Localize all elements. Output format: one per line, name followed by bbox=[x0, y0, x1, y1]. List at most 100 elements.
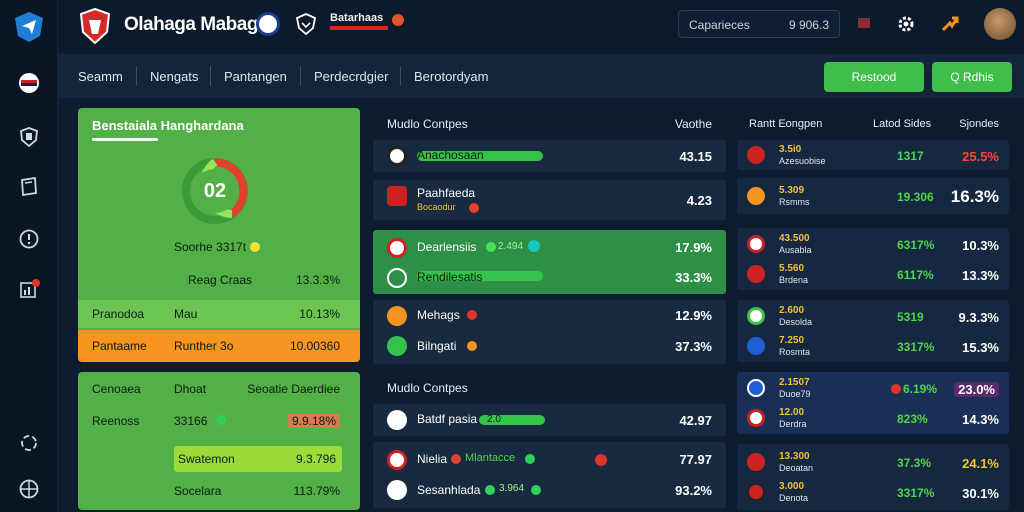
standings-panel: Rantt Eongpen Latod Sides Sjondes 3.5i0 … bbox=[737, 108, 1009, 512]
standings-row[interactable]: 2.600 Desolda 5319 9.3.3% bbox=[737, 302, 1009, 330]
match-value: 77.97 bbox=[679, 452, 712, 467]
panel-header: Rantt Eongpen Latod Sides Sjondes bbox=[737, 108, 1009, 138]
match-row[interactable]: Mehags 12.9% Bilngati 37.3% bbox=[373, 300, 726, 364]
table-row-highlight[interactable]: Swatemon 9.3.796 bbox=[174, 446, 342, 472]
status-dot-icon bbox=[469, 203, 479, 213]
network-icon[interactable] bbox=[14, 428, 44, 458]
nav-item-3[interactable]: Perdecrdgier bbox=[314, 69, 389, 84]
table-row[interactable]: Reenoss 33166 9.9.18% bbox=[78, 408, 360, 434]
stat-mid: Mau bbox=[174, 307, 198, 321]
table-row[interactable]: Socelara 113.79% bbox=[78, 478, 360, 504]
match-value: 33.3% bbox=[675, 270, 712, 285]
trending-arrow-icon[interactable] bbox=[936, 10, 964, 38]
match-row[interactable]: Paahfaeda Bocaodur 4.23 bbox=[373, 180, 726, 220]
row-secondary: Rosmta bbox=[779, 347, 811, 357]
status-dot-icon bbox=[467, 310, 477, 320]
match-value: 17.9% bbox=[675, 240, 712, 255]
header-row: Cenoaea Dhoat Seoatie Daerdiee bbox=[78, 376, 360, 402]
secondary-panel: Cenoaea Dhoat Seoatie Daerdiee Reenoss 3… bbox=[78, 372, 360, 510]
league-badge-icon[interactable] bbox=[14, 68, 44, 98]
row-secondary: Deoatan bbox=[779, 463, 814, 473]
status-dot-icon bbox=[216, 415, 226, 425]
shield-icon[interactable] bbox=[14, 122, 44, 152]
match-row[interactable]: Anachosaan 43.15 bbox=[373, 140, 726, 172]
avatar[interactable] bbox=[984, 8, 1016, 40]
match-row[interactable]: Batdf pasia 2.0 42.97 bbox=[373, 404, 726, 436]
standings-row[interactable]: 7.250 Rosmta 3317% 15.3% bbox=[737, 332, 1009, 360]
book-icon[interactable] bbox=[14, 172, 44, 202]
col-header: Dhoat bbox=[174, 382, 207, 396]
heart-shield-icon[interactable] bbox=[294, 12, 318, 36]
stats-notification-icon[interactable] bbox=[14, 274, 44, 304]
standings-block[interactable]: 43.500 Ausabla 6317% 10.3% 5.560 Brdena … bbox=[737, 228, 1009, 290]
standings-row[interactable]: 2.1507 Duoe79 6.19% 23.0% bbox=[737, 374, 1009, 402]
team-crest-icon bbox=[747, 379, 765, 397]
team-sub: Bocaodur bbox=[417, 202, 456, 212]
nav-item-1[interactable]: Nengats bbox=[150, 69, 199, 84]
gauge-value: 02 bbox=[203, 180, 227, 202]
stat-row[interactable]: Pranodoa Mau 10.13% bbox=[78, 300, 360, 328]
team-crest-icon bbox=[747, 265, 765, 283]
col-header: Vaothe bbox=[674, 117, 712, 131]
club-crest-icon[interactable] bbox=[79, 7, 111, 45]
match-value: 42.97 bbox=[679, 413, 712, 428]
standings-row[interactable]: 13.300 Deoatan 37.3% 24.1% bbox=[737, 448, 1009, 476]
nav-item-2[interactable]: Pantangen bbox=[224, 69, 287, 84]
standings-row[interactable]: 3.5i0 Azesuobise 1317 25.5% bbox=[737, 141, 1009, 169]
alert-circle-icon[interactable] bbox=[14, 224, 44, 254]
row-percent: 23.0% bbox=[954, 382, 999, 397]
standings-block-highlight[interactable]: 2.1507 Duoe79 6.19% 23.0% 12.00 Derdra 8… bbox=[737, 372, 1009, 434]
standings-block[interactable]: 3.5i0 Azesuobise 1317 25.5% bbox=[737, 140, 1009, 170]
match-tag: Mlantacce bbox=[465, 452, 516, 464]
stat-value: 13.3.3% bbox=[295, 273, 340, 287]
standings-block[interactable]: 13.300 Deoatan 37.3% 24.1% 3.000 Denota … bbox=[737, 444, 1009, 510]
standings-row[interactable]: 5.309 Rsmms 19.306 16.3% bbox=[737, 182, 1009, 210]
col-header: Sjondes bbox=[959, 118, 999, 130]
balance-field[interactable]: Caparieces 9 906.3 bbox=[678, 10, 840, 38]
row-secondary: Derdra bbox=[779, 419, 807, 429]
gear-icon[interactable] bbox=[892, 10, 920, 38]
stat-row-highlight[interactable]: Pantaame Runther 3o 10.00360 bbox=[78, 330, 360, 362]
flag-icon[interactable] bbox=[850, 10, 878, 38]
row-primary: 3.000 bbox=[779, 481, 805, 492]
row-primary: 5.309 bbox=[779, 185, 805, 196]
app-shield-logo-icon[interactable] bbox=[12, 10, 46, 44]
standings-row[interactable]: 5.560 Brdena 6117% 13.3% bbox=[737, 260, 1009, 288]
row-metric: 6.19% bbox=[903, 382, 938, 396]
progress-bar bbox=[417, 271, 543, 281]
team-crest-icon bbox=[387, 238, 407, 258]
row-percent: 15.3% bbox=[962, 340, 999, 355]
nav-item-4[interactable]: Berotordyam bbox=[414, 69, 489, 84]
nav-divider bbox=[136, 66, 137, 86]
sponsor-underline bbox=[330, 26, 388, 30]
stat-mid: Runther 3o bbox=[174, 339, 234, 353]
summary-panel: Benstaiala Hanghardana 02 Soorhe 3317t R… bbox=[78, 108, 360, 362]
standings-row[interactable]: 43.500 Ausabla 6317% 10.3% bbox=[737, 230, 1009, 258]
standings-row[interactable]: 3.000 Denota 3317% 30.1% bbox=[737, 478, 1009, 506]
match-value: 43.15 bbox=[679, 149, 712, 164]
primary-action-button[interactable]: Restood bbox=[824, 62, 924, 92]
team-crest-icon bbox=[747, 453, 765, 471]
standings-block[interactable]: 5.309 Rsmms 19.306 16.3% bbox=[737, 178, 1009, 214]
partner-badge-icon[interactable] bbox=[256, 12, 280, 36]
team-name: Mehags bbox=[417, 308, 460, 322]
nav-divider bbox=[400, 66, 401, 86]
team-crest-icon bbox=[387, 306, 407, 326]
standings-row[interactable]: 12.00 Derdra 823% 14.3% bbox=[737, 404, 1009, 432]
stat-value: 10.13% bbox=[299, 307, 340, 321]
team-crest-icon bbox=[387, 410, 407, 430]
search-button[interactable]: Q Rdhis bbox=[932, 62, 1012, 92]
match-row-highlight[interactable]: Dearlensiis 2.494 17.9% Rendilesatis 33.… bbox=[373, 230, 726, 294]
row-percent: 25.5% bbox=[962, 149, 999, 164]
row-primary: 2.600 bbox=[779, 305, 805, 316]
match-row[interactable]: Nielia Mlantacce 77.97 Sesanhlada 3.964 … bbox=[373, 442, 726, 508]
match-tag: 3.964 bbox=[499, 483, 525, 494]
row-percent: 10.3% bbox=[962, 238, 999, 253]
col-header: Rantt Eongpen bbox=[749, 118, 823, 130]
sidebar bbox=[0, 0, 58, 512]
row-primary: 5.560 bbox=[779, 263, 805, 274]
grid-circle-icon[interactable] bbox=[14, 474, 44, 504]
nav-item-0[interactable]: Seamm bbox=[78, 69, 123, 84]
panel-title: Benstaiala Hanghardana bbox=[92, 118, 244, 133]
standings-block[interactable]: 2.600 Desolda 5319 9.3.3% 7.250 Rosmta 3… bbox=[737, 300, 1009, 362]
